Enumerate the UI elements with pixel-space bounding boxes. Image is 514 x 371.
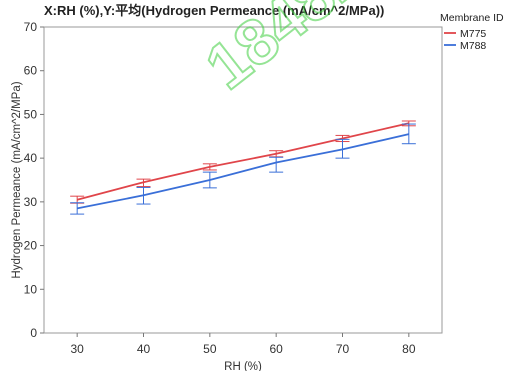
- y-axis-label: Hydrogen Permeance (mA/cm^2/MPa): [11, 81, 23, 278]
- series-line: [77, 133, 410, 210]
- x-axis-label: RH (%): [224, 361, 262, 371]
- plot-frame: [43, 26, 443, 334]
- error-bar: [401, 123, 416, 145]
- x-tick-label: 70: [336, 342, 350, 356]
- legend-item: M788: [444, 40, 486, 52]
- legend-label: M788: [460, 40, 486, 52]
- x-tick-label: 30: [70, 342, 84, 356]
- x-tick-label: 40: [137, 342, 151, 356]
- error-bar: [70, 195, 85, 204]
- series-M788: [70, 123, 416, 215]
- error-bar: [335, 138, 350, 159]
- error-bar: [202, 163, 217, 171]
- x-tick-label: 50: [203, 342, 217, 356]
- x-tick-label: 80: [402, 342, 416, 356]
- y-axis: 0 10 20 30 40 50 60 70: [24, 20, 44, 340]
- y-tick-label: 0: [30, 326, 37, 340]
- x-tick-label: 60: [269, 342, 283, 356]
- series-layer: [70, 120, 416, 215]
- x-axis: 30 40 50 60 70 80: [70, 333, 416, 356]
- y-tick-label: 60: [24, 64, 38, 78]
- error-bar: [136, 178, 151, 188]
- chart-title: X:RH (%),Y:平均(Hydrogen Permeance (mA/cm^…: [44, 3, 384, 18]
- series-M775: [70, 120, 416, 204]
- legend-label: M775: [460, 28, 486, 40]
- error-bar: [202, 171, 217, 189]
- y-tick-label: 50: [24, 107, 38, 121]
- series-line: [76, 122, 410, 201]
- error-bar: [70, 202, 85, 215]
- y-tick-label: 40: [24, 151, 38, 165]
- legend-item: M775: [444, 28, 486, 40]
- y-tick-label: 30: [24, 195, 38, 209]
- error-bar: [269, 150, 284, 158]
- error-bar: [269, 156, 284, 173]
- y-tick-label: 20: [24, 239, 38, 253]
- y-tick-label: 10: [24, 282, 38, 296]
- y-tick-label: 70: [24, 20, 38, 34]
- error-bar: [136, 186, 151, 205]
- legend-title: Membrane ID: [440, 12, 504, 24]
